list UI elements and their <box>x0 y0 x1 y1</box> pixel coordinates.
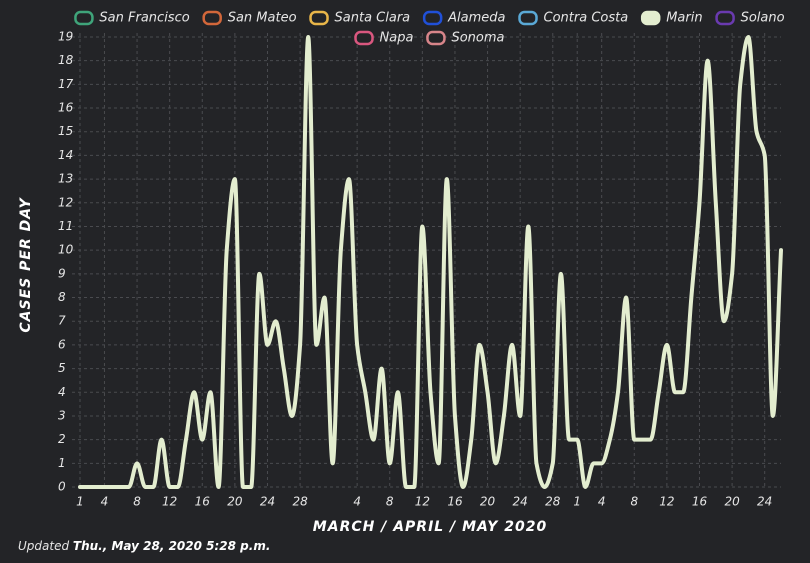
x-tick-label: 1 <box>573 495 581 509</box>
y-tick-label: 11 <box>58 219 73 233</box>
legend-label: Alameda <box>447 11 505 26</box>
legend-item[interactable]: Marin <box>640 10 703 26</box>
y-tick-label: 1 <box>58 456 66 470</box>
legend-marker <box>426 30 446 46</box>
legend-item[interactable]: Solano <box>715 10 785 26</box>
legend-row: Napa Sonoma <box>354 30 505 46</box>
x-tick-label: 20 <box>227 495 243 509</box>
x-tick-label: 24 <box>757 495 772 509</box>
y-tick-label: 0 <box>58 480 66 494</box>
updated-time: Thu., May 28, 2020 5:28 p.m. <box>73 539 270 553</box>
legend-label: San Francisco <box>99 11 189 26</box>
legend-label: Solano <box>741 11 785 26</box>
legend-item[interactable]: Santa Clara <box>309 10 411 26</box>
x-tick-label: 16 <box>692 495 708 509</box>
x-axis-title: MARCH / APRIL / MAY 2020 <box>313 519 547 535</box>
y-tick-label: 10 <box>58 243 74 257</box>
legend-marker <box>354 30 374 46</box>
x-tick-label: 20 <box>480 495 496 509</box>
legend-label: Marin <box>666 11 702 26</box>
legend-item[interactable]: San Mateo <box>202 10 297 26</box>
legend-label: San Mateo <box>228 11 297 26</box>
y-tick-label: 16 <box>58 101 74 115</box>
legend-row: San Francisco San Mateo Santa Clara Alameda… <box>74 10 785 26</box>
legend-label: Sonoma <box>451 31 504 46</box>
y-tick-label: 13 <box>58 172 73 186</box>
data-line <box>78 35 783 490</box>
legend-label: Santa Clara <box>335 11 411 26</box>
legend-marker <box>715 10 735 26</box>
legend-marker <box>309 10 329 26</box>
x-tick-label: 24 <box>513 495 528 509</box>
y-tick-label: 7 <box>58 314 66 328</box>
y-tick-label: 18 <box>58 53 74 67</box>
x-tick-label: 12 <box>162 495 177 509</box>
legend-item[interactable]: Sonoma <box>426 30 505 46</box>
x-tick-label: 28 <box>292 495 308 509</box>
legend-label: Contra Costa <box>544 11 629 26</box>
y-tick-label: 14 <box>58 148 73 162</box>
x-tick-label: 12 <box>415 495 430 509</box>
legend-label: Napa <box>380 31 414 46</box>
y-tick-label: 2 <box>58 432 66 446</box>
y-tick-label: 3 <box>58 408 66 422</box>
legend-marker <box>202 10 222 26</box>
x-tick-label: 12 <box>659 495 674 509</box>
y-tick-label: 15 <box>58 124 73 138</box>
y-tick-label: 12 <box>58 195 73 209</box>
x-tick-label: 8 <box>630 495 638 509</box>
x-tick-label: 4 <box>598 495 606 509</box>
legend-item[interactable]: Contra Costa <box>518 10 629 26</box>
legend-item[interactable]: San Francisco <box>74 10 190 26</box>
legend-marker <box>74 10 94 26</box>
y-tick-label: 9 <box>58 266 66 280</box>
x-tick-label: 8 <box>386 495 394 509</box>
x-tick-label: 4 <box>101 495 109 509</box>
x-tick-label: 28 <box>545 495 561 509</box>
x-tick-label: 8 <box>133 495 141 509</box>
legend-marker <box>640 10 661 26</box>
x-tick-label: 20 <box>724 495 740 509</box>
y-axis-title: CASES PER DAY <box>18 197 34 333</box>
legend-item[interactable]: Napa <box>354 30 414 46</box>
legend-item[interactable]: Alameda <box>422 10 506 26</box>
updated-label: Updated <box>18 539 69 553</box>
y-tick-label: 5 <box>58 361 66 375</box>
y-tick-label: 19 <box>58 30 73 44</box>
y-tick-label: 6 <box>58 337 66 351</box>
y-tick-label: 4 <box>58 385 66 399</box>
legend-marker <box>422 10 443 26</box>
x-tick-label: 4 <box>353 495 361 509</box>
x-tick-label: 24 <box>260 495 275 509</box>
y-tick-label: 17 <box>58 77 74 91</box>
x-tick-label: 16 <box>447 495 463 509</box>
updated-note: Updated Thu., May 28, 2020 5:28 p.m. <box>18 539 270 553</box>
y-tick-label: 8 <box>58 290 66 304</box>
legend-marker <box>518 10 538 26</box>
x-tick-label: 16 <box>195 495 211 509</box>
x-tick-label: 1 <box>76 495 84 509</box>
